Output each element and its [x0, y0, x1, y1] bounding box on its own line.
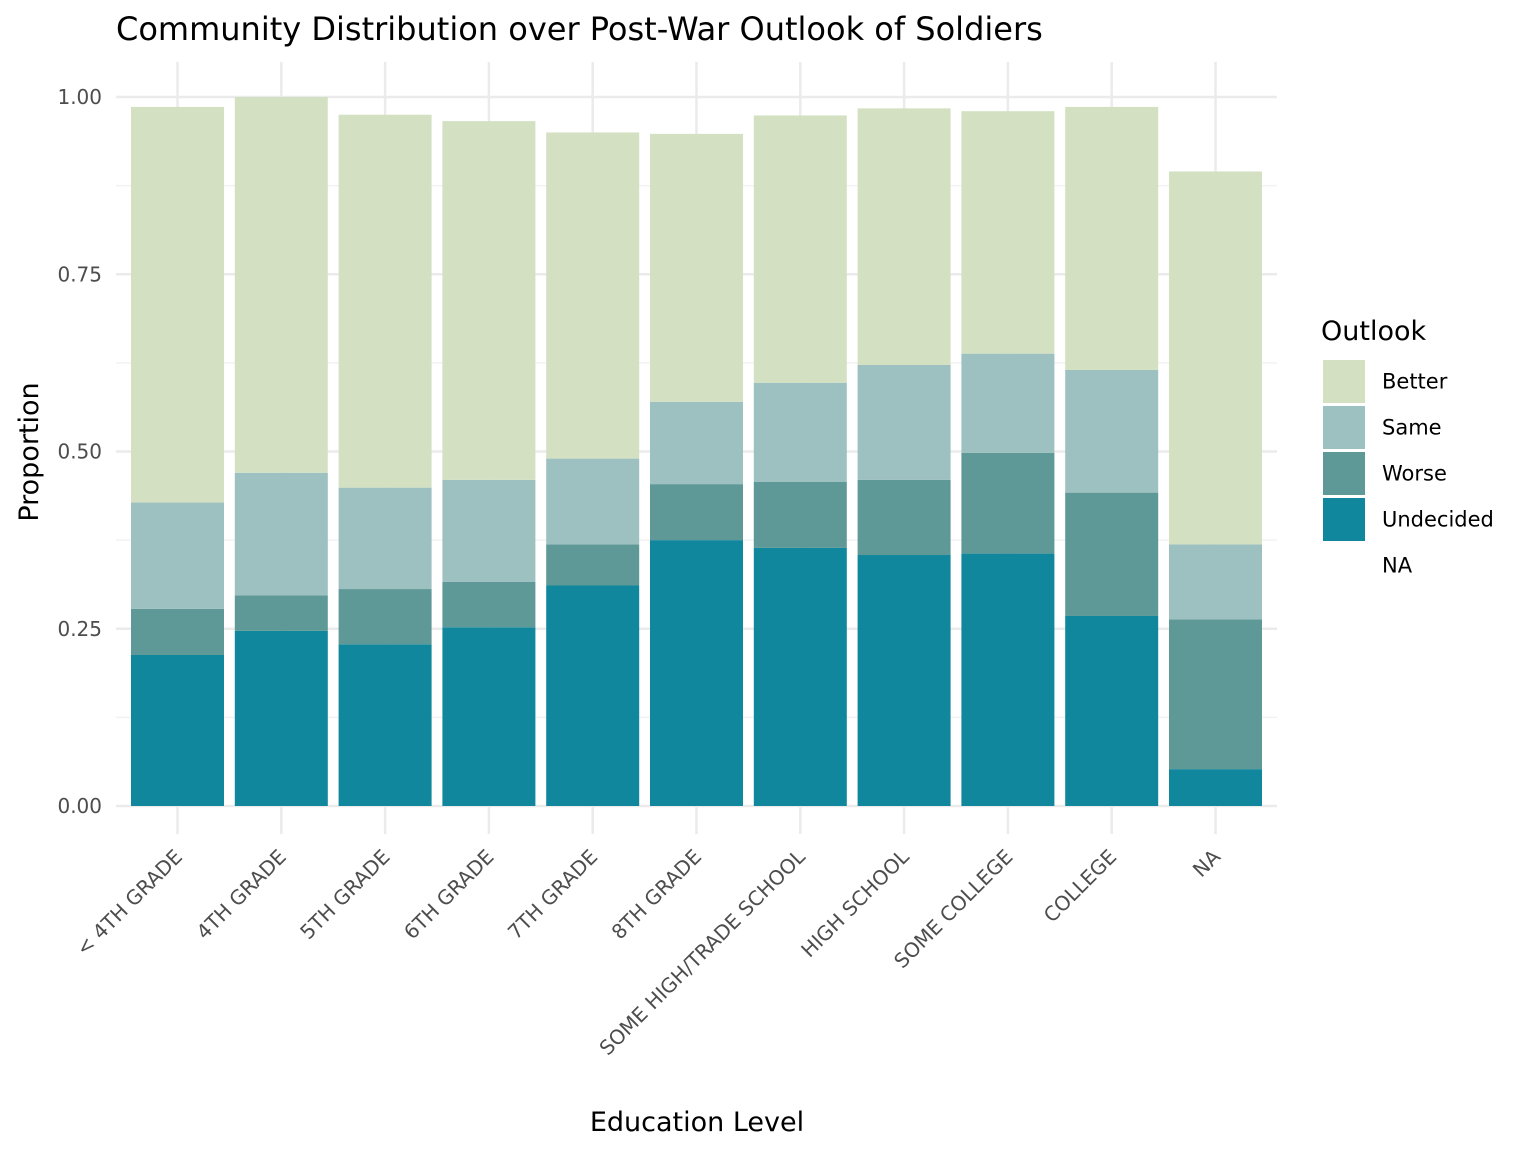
bar-segment-undecided: [442, 627, 536, 806]
legend-label-same: Same: [1382, 416, 1442, 440]
legend-label-better: Better: [1382, 370, 1448, 394]
bar-segment-same: [338, 487, 432, 590]
bar-segment-better: [961, 111, 1055, 354]
legend-title: Outlook: [1321, 316, 1426, 347]
bar-segment-same: [961, 353, 1055, 453]
x-tick-label: NA: [1188, 844, 1225, 881]
bar-segment-undecided: [1169, 769, 1262, 806]
bar-segment-same: [650, 401, 743, 485]
bar-segment-better: [650, 133, 743, 402]
x-axis-title: Education Level: [590, 1107, 804, 1138]
legend: Outlook Better Same Worse Undecided NA: [1321, 316, 1494, 578]
x-tick-label: 5TH GRADE: [295, 845, 394, 944]
bar-segment-worse: [857, 479, 951, 556]
chart-title: Community Distribution over Post-War Out…: [116, 10, 1043, 48]
x-tick-label: 7TH GRADE: [503, 845, 602, 944]
bar-segment-better: [1169, 171, 1262, 545]
bar-segment-worse: [234, 595, 328, 631]
legend-items: Better Same Worse Undecided NA: [1323, 360, 1494, 578]
bar-segment-better: [1065, 106, 1159, 370]
bar-segment-worse: [442, 581, 536, 628]
y-tick-label: 1.00: [57, 85, 102, 109]
y-axis-title: Proportion: [14, 382, 45, 521]
bar-segment-better: [131, 106, 224, 503]
y-axis: 0.00 0.25 0.50 0.75 1.00: [57, 85, 102, 818]
bars-layer: [131, 97, 1262, 806]
bar-segment-better: [857, 108, 951, 366]
bar-segment-undecided: [1065, 615, 1159, 806]
bar-segment-undecided: [131, 654, 224, 806]
bar-segment-worse: [753, 481, 847, 548]
bar-segment-undecided: [234, 630, 328, 806]
bar-segment-same: [546, 458, 640, 545]
bar-segment-same: [234, 472, 328, 596]
bar-segment-better: [442, 121, 536, 480]
y-tick-label: 0.25: [57, 617, 102, 641]
bar-segment-worse: [546, 544, 640, 586]
x-tick-label: 4TH GRADE: [191, 845, 290, 944]
x-tick-label: 8TH GRADE: [607, 845, 706, 944]
bar-segment-undecided: [650, 540, 743, 806]
bar-segment-worse: [961, 452, 1055, 554]
legend-label-na: NA: [1382, 554, 1413, 578]
y-tick-label: 0.50: [57, 440, 102, 464]
bar-segment-better: [338, 114, 432, 488]
bar-segment-undecided: [753, 547, 847, 806]
x-tick-label: 6TH GRADE: [399, 845, 498, 944]
bar-segment-same: [131, 502, 224, 609]
bar-segment-undecided: [857, 555, 951, 806]
legend-key-worse: [1323, 452, 1365, 495]
x-tick-label: SOME HIGH/TRADE SCHOOL: [594, 844, 810, 1060]
bar-segment-better: [753, 115, 847, 383]
x-axis: < 4TH GRADE 4TH GRADE 5TH GRADE 6TH GRADE 7T…: [71, 844, 1225, 1060]
bar-segment-worse: [650, 484, 743, 541]
x-tick-label: < 4TH GRADE: [71, 845, 187, 961]
x-tick-label: COLLEGE: [1039, 845, 1122, 928]
legend-key-undecided: [1323, 498, 1365, 541]
bar-segment-worse: [1065, 492, 1159, 616]
bar-segment-same: [1065, 369, 1159, 493]
bar-segment-same: [1169, 544, 1262, 620]
legend-label-worse: Worse: [1382, 462, 1447, 486]
bar-segment-undecided: [338, 644, 432, 806]
legend-label-undecided: Undecided: [1382, 508, 1494, 532]
bar-segment-same: [753, 382, 847, 482]
bar-segment-worse: [131, 608, 224, 655]
bar-segment-undecided: [961, 553, 1055, 806]
bar-segment-worse: [338, 589, 432, 645]
legend-key-same: [1323, 406, 1365, 449]
bar-segment-worse: [1169, 619, 1262, 770]
bar-segment-better: [546, 132, 640, 459]
bar-segment-undecided: [546, 585, 640, 806]
bar-segment-better: [234, 97, 328, 473]
bar-segment-same: [442, 479, 536, 582]
y-tick-label: 0.00: [57, 794, 102, 818]
bar-segment-same: [857, 365, 951, 480]
legend-key-better: [1323, 360, 1365, 403]
y-tick-label: 0.75: [57, 262, 102, 286]
x-tick-label: HIGH SCHOOL: [796, 844, 914, 962]
